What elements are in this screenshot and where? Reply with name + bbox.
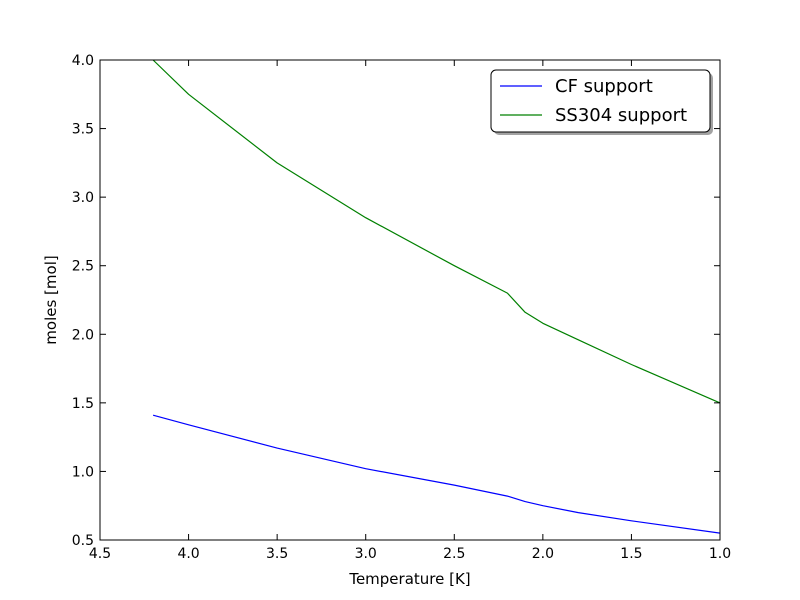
x-tick-label: 3.0 (355, 546, 377, 562)
x-axis-label: Temperature [K] (348, 570, 470, 588)
y-tick-label: 1.0 (72, 464, 94, 480)
x-tick-label: 2.0 (532, 546, 554, 562)
ticks-layer: 4.5 4.0 3.5 3.0 2.5 2.0 1.5 1.0 0.5 1.0 1.5 2.0 2.5 3… (72, 53, 731, 562)
x-tick-label: 1.0 (709, 546, 731, 562)
plot-area: 4.5 4.0 3.5 3.0 2.5 2.0 1.5 1.0 0.5 1.0 1.5 2.0 2.5 3… (72, 53, 731, 562)
y-tick-label: 3.0 (72, 190, 94, 206)
x-tick-label: 2.5 (443, 546, 465, 562)
y-tick-label: 2.0 (72, 327, 94, 343)
y-tick-label: 3.5 (72, 122, 94, 138)
y-tick-label: 1.5 (72, 396, 94, 412)
legend-label-cf-support: CF support (555, 76, 653, 97)
y-tick-label: 4.0 (72, 53, 94, 69)
legend-label-ss304-support: SS304 support (555, 105, 687, 126)
legend: CF support SS304 support (490, 69, 713, 135)
y-axis-label: moles [mol] (42, 255, 60, 344)
series-layer (152, 59, 721, 534)
series-line-cf-support (152, 414, 721, 534)
axes-frame (99, 59, 721, 541)
x-tick-label: 4.0 (177, 546, 199, 562)
series-line-ss304-support (152, 59, 721, 404)
y-tick-label: 0.5 (72, 533, 94, 549)
y-tick-label: 2.5 (72, 259, 94, 275)
axes-background (100, 60, 720, 540)
x-tick-label: 4.5 (89, 546, 111, 562)
legend-box (490, 69, 711, 133)
x-tick-label: 1.5 (620, 546, 642, 562)
x-tick-label: 3.5 (266, 546, 288, 562)
